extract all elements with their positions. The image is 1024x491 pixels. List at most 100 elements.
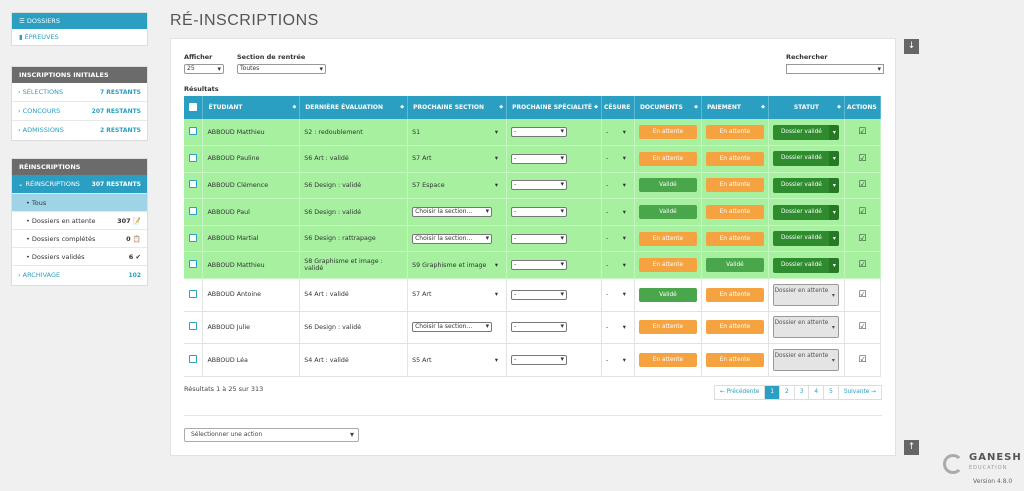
paiement-badge[interactable]: En attente bbox=[705, 151, 764, 166]
statut-dropdown[interactable]: Dossier validé ▾ bbox=[773, 124, 840, 140]
edit-check-icon[interactable]: ☑ bbox=[858, 322, 867, 333]
documents-badge[interactable]: Validé bbox=[638, 205, 697, 220]
row-checkbox[interactable] bbox=[189, 289, 198, 298]
sidebar-item-archivage[interactable]: › ARCHIVAGE 102 bbox=[18, 271, 141, 279]
row-select[interactable] bbox=[184, 343, 204, 377]
sidebar-item-epreuves[interactable]: ▮ ÉPREUVES bbox=[19, 33, 59, 41]
pager-page-3[interactable]: 3 bbox=[794, 386, 810, 399]
paiement-badge[interactable]: En attente bbox=[705, 320, 764, 335]
section-select[interactable]: S1 ▾ bbox=[412, 128, 499, 136]
edit-check-icon[interactable]: ☑ bbox=[858, 289, 867, 300]
pager-page-4[interactable]: 4 bbox=[809, 386, 825, 399]
paiement-badge[interactable]: En attente bbox=[705, 125, 764, 140]
section-select[interactable]: Toutes bbox=[237, 64, 326, 74]
row-select[interactable] bbox=[184, 278, 204, 312]
statut-dropdown[interactable]: Dossier en attente ▾ bbox=[773, 316, 840, 339]
specialite-select[interactable]: - bbox=[511, 289, 568, 300]
specialite-select[interactable]: - bbox=[511, 207, 568, 218]
documents-badge[interactable]: En attente bbox=[638, 151, 697, 166]
cesure-cell[interactable]: - ▾ bbox=[601, 225, 635, 253]
scroll-down-button[interactable]: ↓ bbox=[904, 39, 919, 54]
statut-dropdown[interactable]: Dossier en attente ▾ bbox=[773, 349, 840, 372]
documents-badge[interactable]: Validé bbox=[638, 287, 697, 302]
row-checkbox[interactable] bbox=[189, 233, 198, 242]
statut-dropdown[interactable]: Dossier validé ▾ bbox=[773, 151, 840, 167]
row-select[interactable] bbox=[184, 198, 204, 226]
sidebar-sub-en-attente[interactable]: • Dossiers en attente 307 📝 bbox=[12, 212, 147, 230]
col-section[interactable]: PROCHAINE SECTION ◆ bbox=[407, 96, 508, 119]
specialite-select[interactable]: - bbox=[511, 233, 568, 244]
documents-badge[interactable]: En attente bbox=[638, 258, 697, 273]
paiement-badge[interactable]: En attente bbox=[705, 287, 764, 302]
statut-dropdown[interactable]: Dossier validé ▾ bbox=[773, 257, 840, 273]
statut-dropdown[interactable]: Dossier validé ▾ bbox=[773, 204, 840, 220]
edit-action[interactable]: ☑ bbox=[844, 251, 882, 280]
edit-action[interactable]: ☑ bbox=[844, 225, 882, 253]
edit-action[interactable]: ☑ bbox=[844, 343, 882, 377]
statut-dropdown[interactable]: Dossier validé ▾ bbox=[773, 231, 840, 247]
select-all[interactable] bbox=[184, 96, 204, 119]
sidebar-sub-completes[interactable]: • Dossiers complétés 0 📋 bbox=[12, 230, 147, 248]
edit-action[interactable]: ☑ bbox=[844, 198, 882, 226]
row-checkbox[interactable] bbox=[189, 180, 198, 189]
col-paiement[interactable]: PAIEMENT ◆ bbox=[701, 96, 769, 119]
documents-badge[interactable]: En attente bbox=[638, 125, 697, 140]
edit-action[interactable]: ☑ bbox=[844, 172, 882, 200]
cesure-cell[interactable]: - ▾ bbox=[601, 198, 635, 226]
pager-next[interactable]: Suivante → bbox=[838, 386, 881, 399]
sidebar-item-reinscriptions[interactable]: ⌄ RÉINSCRIPTIONS 307 RESTANTS bbox=[12, 175, 147, 194]
edit-check-icon[interactable]: ☑ bbox=[858, 153, 867, 164]
edit-check-icon[interactable]: ☑ bbox=[858, 260, 867, 271]
afficher-select[interactable]: 25 bbox=[184, 64, 224, 74]
section-select[interactable]: Choisir la section... bbox=[412, 207, 493, 218]
edit-action[interactable]: ☑ bbox=[844, 145, 882, 173]
row-select[interactable] bbox=[184, 251, 204, 280]
sidebar-sub-tous[interactable]: • Tous bbox=[12, 194, 147, 212]
edit-check-icon[interactable]: ☑ bbox=[858, 355, 867, 366]
paiement-badge[interactable]: En attente bbox=[705, 353, 764, 368]
paiement-badge[interactable]: En attente bbox=[705, 178, 764, 193]
pager-page-2[interactable]: 2 bbox=[780, 386, 795, 399]
row-select[interactable] bbox=[184, 145, 204, 173]
cesure-cell[interactable]: - ▾ bbox=[601, 251, 635, 280]
documents-badge[interactable]: En attente bbox=[638, 231, 697, 246]
sidebar-item-selections[interactable]: › SÉLECTIONS 7 RESTANTS bbox=[12, 83, 147, 102]
sidebar-item-concours[interactable]: › CONCOURS 207 RESTANTS bbox=[12, 102, 147, 121]
bulk-action-select[interactable]: Sélectionner une action bbox=[184, 428, 359, 442]
paiement-badge[interactable]: Validé bbox=[705, 258, 764, 273]
search-input[interactable] bbox=[786, 64, 884, 74]
row-select[interactable] bbox=[184, 225, 204, 253]
specialite-select[interactable]: - bbox=[511, 127, 568, 138]
col-cesure[interactable]: CÉSURE bbox=[601, 96, 635, 119]
edit-check-icon[interactable]: ☑ bbox=[858, 127, 867, 138]
specialite-select[interactable]: - bbox=[511, 180, 568, 191]
row-checkbox[interactable] bbox=[189, 260, 198, 269]
row-checkbox[interactable] bbox=[189, 127, 198, 136]
documents-badge[interactable]: Validé bbox=[638, 178, 697, 193]
specialite-select[interactable]: - bbox=[511, 322, 568, 333]
pager-page-5[interactable]: 5 bbox=[824, 386, 839, 399]
col-documents[interactable]: DOCUMENTS ◆ bbox=[634, 96, 702, 119]
cesure-cell[interactable]: - ▾ bbox=[601, 343, 635, 377]
specialite-select[interactable]: - bbox=[511, 260, 568, 271]
pager-page-1[interactable]: 1 bbox=[765, 386, 781, 399]
section-select[interactable]: S5 Art ▾ bbox=[412, 356, 499, 364]
pager-prev[interactable]: ← Précédente bbox=[714, 386, 766, 399]
statut-dropdown[interactable]: Dossier validé ▾ bbox=[773, 177, 840, 193]
edit-check-icon[interactable]: ☑ bbox=[858, 207, 867, 218]
cesure-cell[interactable]: - ▾ bbox=[601, 145, 635, 173]
sidebar-item-admissions[interactable]: › ADMISSIONS 2 RESTANTS bbox=[18, 126, 141, 134]
col-evaluation[interactable]: DERNIÈRE ÉVALUATION ◆ bbox=[299, 96, 409, 119]
sidebar-sub-valides[interactable]: • Dossiers validés 6 ✔ bbox=[12, 248, 147, 266]
cesure-cell[interactable]: - ▾ bbox=[601, 172, 635, 200]
documents-badge[interactable]: En attente bbox=[638, 320, 697, 335]
edit-check-icon[interactable]: ☑ bbox=[858, 233, 867, 244]
edit-action[interactable]: ☑ bbox=[844, 278, 882, 312]
paiement-badge[interactable]: En attente bbox=[705, 231, 764, 246]
row-checkbox[interactable] bbox=[189, 153, 198, 162]
section-select[interactable]: Choisir la section... bbox=[412, 233, 493, 244]
cesure-cell[interactable]: - ▾ bbox=[601, 311, 635, 345]
scroll-up-button[interactable]: ↑ bbox=[904, 440, 919, 455]
edit-check-icon[interactable]: ☑ bbox=[858, 180, 867, 191]
row-checkbox[interactable] bbox=[189, 322, 198, 331]
